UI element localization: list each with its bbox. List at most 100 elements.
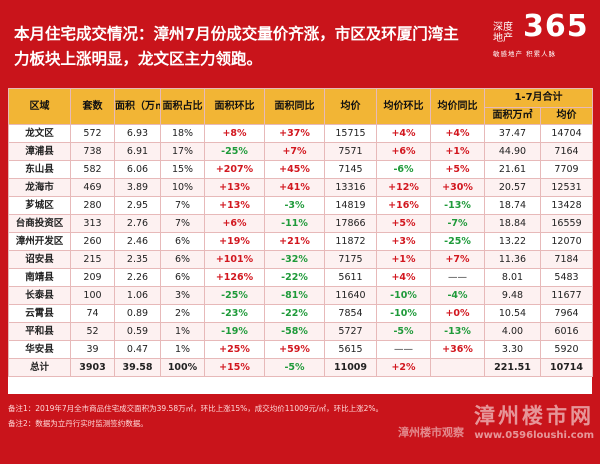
cell-price: 7854 xyxy=(324,304,377,323)
cell-ytd-area: 37.47 xyxy=(484,124,541,143)
cell-region: 东山县 xyxy=(8,160,71,179)
cell-ytd-price: 14704 xyxy=(539,124,594,143)
table-row: 南靖县 209 2.26 6% +126% -22% 5611 +4% —— 8.01 5483 xyxy=(8,268,594,287)
cell-ytd-area: 11.36 xyxy=(484,250,541,269)
cell-area-yoy: +37% xyxy=(264,124,325,143)
table-row: 漳浦县 738 6.91 17% -25% +7% 7571 +6% +1% 44.90 7164 xyxy=(8,142,594,161)
cell-ytd-price: 6016 xyxy=(539,322,594,341)
cell-ytd-area: 3.30 xyxy=(484,340,541,359)
cell-area-yoy: +41% xyxy=(264,178,325,197)
cell-ytd-price: 7184 xyxy=(539,250,594,269)
cell-region: 台商投资区 xyxy=(8,214,71,233)
cell-units: 3903 xyxy=(70,358,115,377)
logo-tagline: 敏感地产 积累人脉 xyxy=(493,50,557,58)
cell-ytd-area: 18.74 xyxy=(484,196,541,215)
cell-area-mom: +13% xyxy=(204,178,265,197)
cell-price-yoy: +30% xyxy=(430,178,485,197)
cell-ytd-price: 7709 xyxy=(539,160,594,179)
header-ytd-price: 均价 xyxy=(539,107,594,125)
cell-share: 3% xyxy=(160,286,205,305)
logo: 深度地产 365 敏感地产 积累人脉 xyxy=(493,4,597,62)
cell-price-yoy: +0% xyxy=(430,304,485,323)
page-title: 本月住宅成交情况：漳州7月份成交量价齐涨，市区及环厦门湾主力板块上涨明显，龙文区… xyxy=(14,25,459,68)
cell-price-yoy: +1% xyxy=(430,142,485,161)
cell-area: 2.46 xyxy=(114,232,161,251)
cell-area-mom: +13% xyxy=(204,196,265,215)
cell-area: 0.59 xyxy=(114,322,161,341)
cell-area: 0.89 xyxy=(114,304,161,323)
header-area-yoy: 面积同比 xyxy=(264,88,325,125)
cell-region: 漳州开发区 xyxy=(8,232,71,251)
logo-number: 365 xyxy=(523,9,589,44)
cell-region: 华安县 xyxy=(8,340,71,359)
cell-ytd-area: 4.00 xyxy=(484,322,541,341)
cell-area-yoy: -22% xyxy=(264,304,325,323)
cell-price: 13316 xyxy=(324,178,377,197)
cell-price-mom: +1% xyxy=(376,250,431,269)
cell-ytd-price: 5483 xyxy=(539,268,594,287)
note-2: 备注2：数据为立丹行实时监测签约数据。 xyxy=(8,419,148,428)
cell-units: 280 xyxy=(70,196,115,215)
table-row: 芗城区 280 2.95 7% +13% -3% 14819 +16% -13% 18.74 134… xyxy=(8,196,594,215)
cell-area-mom: -19% xyxy=(204,322,265,341)
cell-share: 7% xyxy=(160,214,205,233)
cell-area-yoy: -81% xyxy=(264,286,325,305)
cell-price: 17866 xyxy=(324,214,377,233)
table-row: 平和县 52 0.59 1% -19% -58% 5727 -5% -13% 4.00 6016 xyxy=(8,322,594,341)
cell-area: 6.93 xyxy=(114,124,161,143)
cell-area: 2.76 xyxy=(114,214,161,233)
cell-share: 1% xyxy=(160,340,205,359)
cell-region: 总计 xyxy=(8,358,71,377)
cell-area: 39.58 xyxy=(114,358,161,377)
cell-area-mom: +126% xyxy=(204,268,265,287)
cell-region: 龙海市 xyxy=(8,178,71,197)
table-row: 华安县 39 0.47 1% +25% +59% 5615 —— +36% 3.30 5920 xyxy=(8,340,594,359)
table-row: 台商投资区 313 2.76 7% +6% -11% 17866 +5% -7% 18.84 165… xyxy=(8,214,594,233)
cell-units: 260 xyxy=(70,232,115,251)
cell-ytd-area: 13.22 xyxy=(484,232,541,251)
table-row: 云霄县 74 0.89 2% -23% -22% 7854 -10% +0% 10.54 7964 xyxy=(8,304,594,323)
cell-area-mom: +207% xyxy=(204,160,265,179)
cell-price-mom: -6% xyxy=(376,160,431,179)
cell-price-yoy: +4% xyxy=(430,124,485,143)
cell-region: 南靖县 xyxy=(8,268,71,287)
cell-ytd-price: 11677 xyxy=(539,286,594,305)
cell-share: 2% xyxy=(160,304,205,323)
cell-area: 2.95 xyxy=(114,196,161,215)
cell-area-yoy: -3% xyxy=(264,196,325,215)
cell-area-yoy: +7% xyxy=(264,142,325,161)
cell-area-mom: +19% xyxy=(204,232,265,251)
cell-price-mom: +5% xyxy=(376,214,431,233)
cell-area-yoy: -32% xyxy=(264,250,325,269)
cell-price-yoy: +5% xyxy=(430,160,485,179)
total-row: 总计 3903 39.58 100% +15% -5% 11009 +2% 221.51 1071… xyxy=(8,358,594,377)
cell-area: 2.35 xyxy=(114,250,161,269)
cell-share: 7% xyxy=(160,196,205,215)
cell-price-mom: +2% xyxy=(376,358,431,377)
cell-area-mom: +15% xyxy=(204,358,265,377)
cell-price: 11009 xyxy=(324,358,377,377)
cell-ytd-area: 44.90 xyxy=(484,142,541,161)
cell-share: 100% xyxy=(160,358,205,377)
cell-ytd-price: 16559 xyxy=(539,214,594,233)
cell-units: 738 xyxy=(70,142,115,161)
cell-region: 漳浦县 xyxy=(8,142,71,161)
cell-price-yoy: +7% xyxy=(430,250,485,269)
cell-ytd-area: 221.51 xyxy=(484,358,541,377)
notes: 备注1：2019年7月全市商品住宅成交面积为39.58万㎡，环比上涨15%，成交… xyxy=(8,401,428,431)
cell-area-mom: +25% xyxy=(204,340,265,359)
cell-area-mom: +8% xyxy=(204,124,265,143)
cell-units: 100 xyxy=(70,286,115,305)
cell-area: 6.06 xyxy=(114,160,161,179)
table-row: 龙海市 469 3.89 10% +13% +41% 13316 +12% +30% 20.57 1… xyxy=(8,178,594,197)
cell-price-mom: -10% xyxy=(376,304,431,323)
header-region: 区域 xyxy=(8,88,71,125)
cell-price-mom: +4% xyxy=(376,268,431,287)
cell-price-mom: +6% xyxy=(376,142,431,161)
header-area-mom: 面积环比 xyxy=(204,88,265,125)
cell-price: 14819 xyxy=(324,196,377,215)
cell-area: 2.26 xyxy=(114,268,161,287)
cell-price-mom: +3% xyxy=(376,232,431,251)
cell-price-mom: —— xyxy=(376,340,431,359)
cell-price: 7571 xyxy=(324,142,377,161)
